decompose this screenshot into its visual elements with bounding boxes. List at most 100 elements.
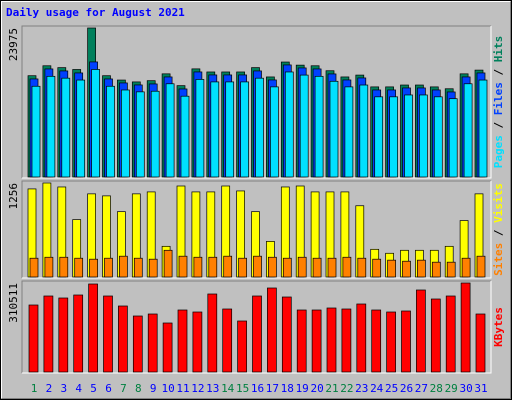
bar <box>43 295 54 373</box>
bar <box>104 257 113 278</box>
legend-separator: / <box>492 223 505 243</box>
bar <box>76 79 86 178</box>
x-tick-label: 15 <box>236 382 249 395</box>
x-tick-label: 22 <box>340 382 353 395</box>
x-tick-label: 12 <box>191 382 204 395</box>
bar <box>284 71 294 178</box>
bar <box>133 257 143 278</box>
x-tick-label: 4 <box>75 382 82 395</box>
bar <box>402 260 411 278</box>
x-tick-label: 24 <box>370 382 384 395</box>
bar <box>222 308 233 373</box>
bar <box>163 249 173 278</box>
bar <box>374 96 384 178</box>
x-tick-label: 10 <box>161 382 174 395</box>
x-tick-label: 23 <box>355 382 368 395</box>
bar <box>371 309 382 373</box>
bar <box>268 256 277 278</box>
panel-bevel <box>21 280 491 373</box>
bar <box>28 304 39 373</box>
bar <box>240 81 249 178</box>
bar <box>341 308 352 373</box>
bar <box>91 69 100 178</box>
bar <box>44 256 54 278</box>
bar <box>178 255 188 278</box>
legend-entry: Visits <box>492 183 505 223</box>
bar <box>132 315 143 373</box>
bar <box>476 255 486 278</box>
x-tick-label: 8 <box>135 382 142 395</box>
bar <box>29 257 39 278</box>
bar <box>31 85 41 178</box>
bar <box>88 283 98 373</box>
x-tick-label: 29 <box>445 382 458 395</box>
bar <box>357 257 367 278</box>
x-tick-label: 30 <box>459 382 472 395</box>
bar <box>253 255 262 278</box>
bar <box>148 258 158 278</box>
bar <box>58 297 69 373</box>
bar <box>119 255 128 278</box>
x-tick-label: 27 <box>415 382 428 395</box>
bar <box>118 305 128 373</box>
x-tick-label: 9 <box>150 382 157 395</box>
bar <box>461 257 471 278</box>
x-tick-label: 3 <box>60 382 67 395</box>
bar <box>478 79 488 178</box>
x-tick-label: 11 <box>176 382 189 395</box>
bar <box>372 258 382 278</box>
bar <box>359 84 369 178</box>
legend-entry: Sites <box>492 243 505 276</box>
bar <box>326 307 337 373</box>
bar <box>210 81 220 178</box>
chart-title: Daily usage for August 2021 <box>6 6 185 19</box>
bar <box>165 83 175 178</box>
panel-bevel <box>21 25 491 178</box>
bar <box>312 257 322 278</box>
panel-bevel <box>22 26 492 179</box>
bar <box>282 257 292 278</box>
legend-separator: / <box>492 115 505 135</box>
x-tick-label: 17 <box>266 382 279 395</box>
bar <box>445 295 456 373</box>
bar <box>238 257 247 278</box>
legend: Sites / Visits <box>492 183 505 276</box>
bar <box>89 258 98 278</box>
bar <box>404 94 413 178</box>
legend-separator: / <box>492 62 505 82</box>
bar <box>311 309 322 373</box>
bar <box>207 293 218 373</box>
bar <box>387 259 396 278</box>
bar <box>208 256 218 278</box>
bar <box>460 282 471 373</box>
bar <box>223 255 233 278</box>
bar <box>416 289 426 373</box>
bar <box>281 296 292 373</box>
x-tick-label: 1 <box>31 382 38 395</box>
bar <box>270 86 279 178</box>
bar <box>417 259 426 278</box>
bar <box>162 322 173 373</box>
legend-entry: KBytes <box>492 307 505 347</box>
bar <box>46 75 56 178</box>
bar <box>195 79 205 178</box>
bar <box>150 90 160 178</box>
bar <box>225 81 235 178</box>
x-tick-label: 21 <box>325 382 338 395</box>
x-tick-label: 2 <box>46 382 53 395</box>
bar <box>193 256 203 278</box>
bar <box>342 256 352 278</box>
bar <box>430 298 441 373</box>
y-tick-label: 23975 <box>7 28 20 61</box>
y-tick-label: 1256 <box>7 183 20 210</box>
legend: KBytes <box>492 307 505 347</box>
bar <box>299 74 309 178</box>
bar <box>433 96 443 178</box>
legend-entry: Files <box>492 82 505 115</box>
bar <box>147 313 158 373</box>
bar <box>314 75 324 178</box>
bar <box>103 295 113 373</box>
x-tick-label: 18 <box>281 382 294 395</box>
bar <box>106 85 115 178</box>
